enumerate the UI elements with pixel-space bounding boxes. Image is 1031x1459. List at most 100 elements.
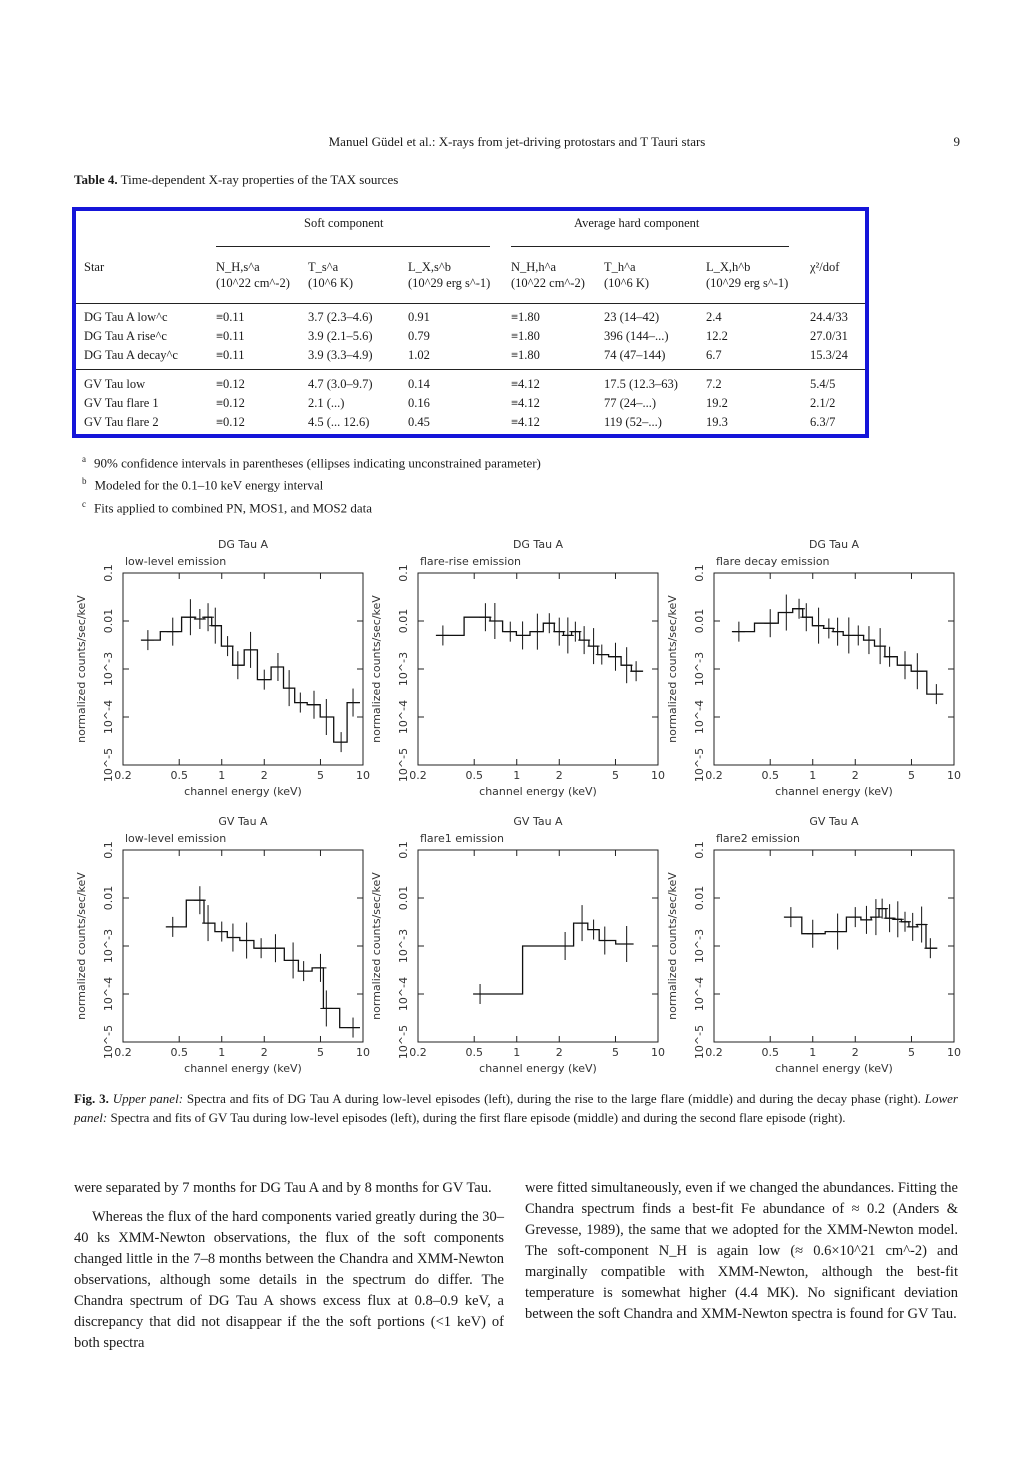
data-point — [269, 934, 282, 963]
data-point — [531, 613, 544, 650]
data-point — [915, 906, 928, 943]
x-tick-label: 2 — [852, 769, 859, 782]
x-tick-label: 5 — [317, 769, 324, 782]
data-point — [166, 617, 179, 646]
y-tick-label: 10^-4 — [693, 700, 706, 734]
data-point — [609, 642, 622, 671]
header-nh-hard: N_H,h^a (10^22 cm^-2) — [511, 260, 585, 290]
x-tick-label: 1 — [218, 1046, 225, 1059]
x-tick-label: 10 — [356, 769, 370, 782]
y-tick-label: 0.1 — [693, 564, 706, 582]
x-tick-label: 0.2 — [409, 1046, 427, 1059]
data-point — [891, 901, 904, 938]
data-point — [906, 912, 919, 941]
x-tick-label: 10 — [651, 1046, 665, 1059]
x-tick-label: 2 — [556, 1046, 563, 1059]
x-tick-label: 2 — [852, 1046, 859, 1059]
data-point — [620, 926, 633, 963]
data-point — [561, 617, 574, 654]
footnote: b Modeled for the 0.1–10 keV energy inter… — [82, 476, 324, 493]
data-point — [193, 609, 206, 630]
y-axis-label: normalized counts/sec/keV — [370, 872, 383, 1020]
data-point — [240, 922, 253, 959]
x-tick-label: 0.5 — [465, 769, 483, 782]
y-axis-label: normalized counts/sec/keV — [370, 595, 383, 743]
x-axis-label: channel energy (keV) — [775, 785, 893, 798]
running-title: Manuel Güdel et al.: X-rays from jet-dri… — [328, 134, 706, 149]
y-tick-label: 10^-4 — [397, 700, 410, 734]
header-lx-hard: L_X,h^b (10^29 erg s^-1) — [706, 260, 789, 290]
group-hard-header: Average hard component — [574, 216, 700, 230]
table-caption-label: Table 4. — [74, 172, 118, 187]
chart-subtitle: low-level emission — [125, 832, 226, 845]
spectrum-chart: GV Tau A low-level emission 0.2 0.5 1 2 5 10 10^… — [75, 815, 370, 1075]
data-point — [202, 603, 215, 632]
data-point — [553, 617, 566, 646]
tax-table: Soft component Average hard component St… — [72, 207, 869, 438]
table-row: DG Tau A rise^c ≡0.11 3.9 (2.1–5.6) 0.79 ≡1.… — [84, 329, 848, 343]
data-point — [630, 661, 643, 682]
data-point — [255, 938, 268, 959]
chart-subtitle: flare2 emission — [716, 832, 800, 845]
chart-title: GV Tau A — [218, 815, 268, 828]
data-point — [335, 732, 348, 753]
x-axis-label: channel energy (keV) — [775, 1062, 893, 1075]
y-tick-label: 10^-5 — [397, 1025, 410, 1059]
table-row: GV Tau flare 1 ≡0.12 2.1 (...) 0.16 ≡4.12 77 … — [84, 396, 836, 410]
x-tick-label: 0.5 — [170, 1046, 188, 1059]
x-tick-label: 10 — [947, 1046, 961, 1059]
x-tick-label: 5 — [908, 1046, 915, 1059]
data-point — [569, 621, 582, 642]
chart-title: GV Tau A — [809, 815, 859, 828]
data-point — [294, 692, 307, 713]
plot-frame — [713, 572, 955, 766]
x-tick-label: 5 — [908, 769, 915, 782]
chart-subtitle: flare decay emission — [716, 555, 830, 568]
x-tick-label: 10 — [356, 1046, 370, 1059]
body-column-left: were separated by 7 months for DG Tau A … — [74, 1178, 504, 1354]
y-tick-label: 0.1 — [397, 841, 410, 859]
data-point — [831, 913, 844, 950]
page-number: 9 — [953, 134, 961, 149]
data-point — [209, 607, 222, 644]
data-point — [320, 699, 333, 735]
x-tick-label: 0.2 — [114, 1046, 132, 1059]
data-point — [166, 916, 179, 937]
y-tick-label: 10^-5 — [397, 748, 410, 782]
data-point — [347, 1017, 360, 1038]
y-tick-label: 10^-3 — [397, 929, 410, 963]
y-tick-label: 10^-3 — [102, 929, 115, 963]
chart-title: GV Tau A — [513, 815, 563, 828]
y-tick-label: 10^-5 — [693, 748, 706, 782]
x-tick-label: 0.5 — [761, 1046, 779, 1059]
data-point — [911, 653, 924, 690]
spectrum-chart: GV Tau A flare1 emission 0.2 0.5 1 2 5 10 10^-5 1… — [370, 815, 665, 1075]
data-point — [883, 904, 896, 933]
spectrum-panel-gv-low: GV Tau A low-level emission 0.2 0.5 1 2 5 10 10^… — [75, 810, 370, 1080]
data-point — [869, 899, 882, 936]
model-line — [435, 616, 644, 672]
x-tick-label: 5 — [612, 1046, 619, 1059]
body-column-right: were fitted simultaneously, even if we c… — [525, 1178, 958, 1325]
data-point — [587, 628, 600, 665]
x-tick-label: 0.5 — [465, 1046, 483, 1059]
y-tick-label: 0.1 — [102, 841, 115, 859]
paragraph: were separated by 7 months for DG Tau A … — [74, 1180, 492, 1196]
header-chi2: χ²/dof — [810, 260, 840, 274]
data-point — [784, 907, 797, 928]
spectrum-panel-gv-flare2: GV Tau A flare2 emission 0.2 0.5 1 2 5 10 10^-5 1… — [666, 810, 961, 1080]
data-point — [822, 618, 835, 639]
x-tick-label: 1 — [809, 769, 816, 782]
x-tick-label: 10 — [947, 769, 961, 782]
header-t-hard: T_h^a (10^6 K) — [604, 260, 650, 290]
y-axis-label: normalized counts/sec/keV — [666, 595, 679, 743]
data-point — [308, 690, 321, 719]
chart-subtitle: low-level emission — [125, 555, 226, 568]
x-tick-label: 0.5 — [761, 769, 779, 782]
data-point — [732, 621, 745, 642]
y-tick-label: 10^-3 — [693, 929, 706, 963]
y-axis-label: normalized counts/sec/keV — [666, 872, 679, 1020]
data-point — [543, 613, 556, 634]
data-point — [283, 670, 296, 707]
y-tick-label: 10^-4 — [102, 977, 115, 1011]
